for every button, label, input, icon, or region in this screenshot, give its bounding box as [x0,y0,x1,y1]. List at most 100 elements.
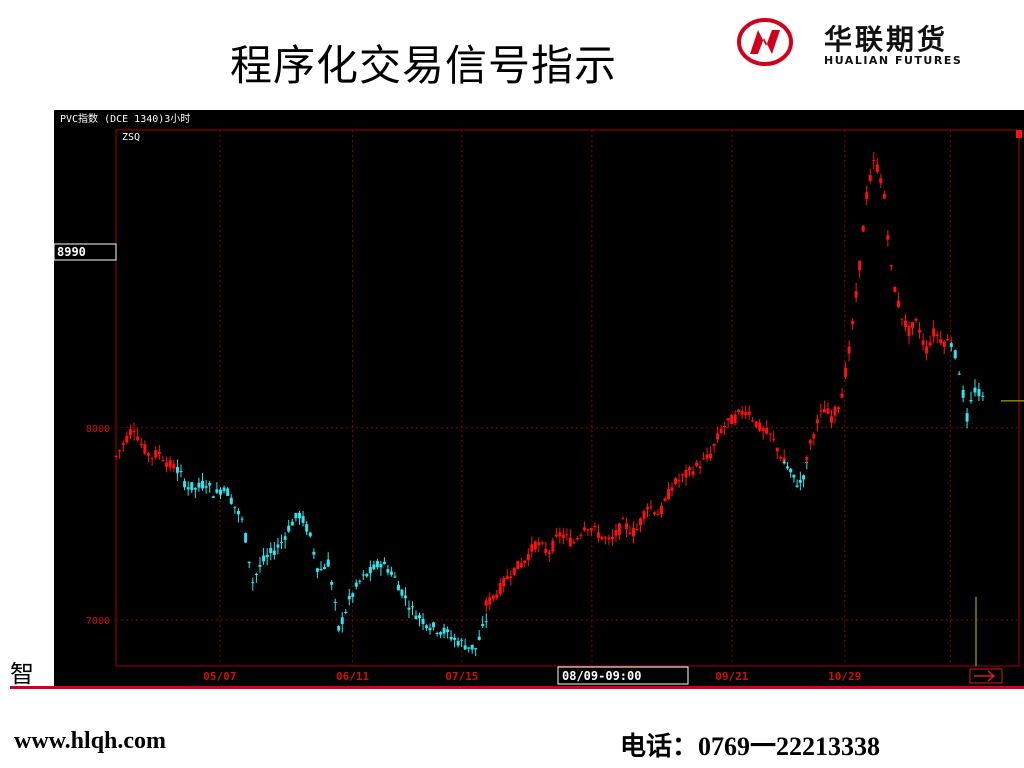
candle-body [653,512,657,515]
candle-body [432,622,436,628]
candle-body [488,597,492,605]
cursor-date-frame [557,666,689,685]
candle-body [544,548,548,554]
candle-body [705,454,709,459]
candle-body [965,413,969,422]
candle-body [921,340,925,345]
label-layer: 8000 7000 05/07 06/11 07/15 09/21 10/29 PVC指数 (… [54,112,1024,685]
candle-body [330,581,334,585]
candle-body [340,617,344,625]
candle-body [677,480,681,482]
candle-body [491,595,495,599]
candle-body [351,593,355,597]
candle-body [247,561,251,564]
candle-body [575,538,579,540]
candle-body [833,406,837,416]
candle-body [467,647,471,649]
candle-body [428,627,432,631]
candle-body [456,641,460,646]
candle-body [287,525,291,532]
candle-body [586,529,590,531]
candle-body [973,387,977,393]
candle-body [893,287,897,293]
candle-body [481,624,485,627]
candle-body [840,393,844,398]
candle-body [382,561,386,565]
candle-body [969,399,973,402]
candle-body [218,489,222,495]
candle-body [165,462,169,467]
candle-body [179,470,183,472]
candle-body [272,550,276,555]
candle-body [875,164,879,172]
candle-body [946,338,950,341]
indicator-label: ZSQ [122,132,140,143]
candle-body [670,487,674,491]
candle-body [197,482,201,488]
candle-body [635,528,639,530]
candle-body [516,560,520,570]
candle-body [551,540,555,552]
candle-body [114,455,118,457]
candle-body [792,474,796,478]
candle-body [236,511,240,515]
candle-body [421,618,425,625]
candle-body [596,532,600,538]
candle-body [470,644,474,650]
candle-body [315,568,319,572]
candle-body [684,469,688,478]
slide-title: 程序化交易信号指示 [230,41,618,90]
candle-body [953,350,957,359]
candle-body [265,554,269,558]
candle-body [674,478,678,484]
candle-body [157,451,161,455]
candle-body [136,436,140,441]
website-url[interactable]: www.hlqh.com [14,728,167,754]
candle-body [854,291,858,298]
candle-body [638,518,642,526]
candle-body [851,320,855,325]
candle-body [949,343,953,347]
candle-body [695,462,699,466]
candle-body [582,527,586,531]
candle-body [726,418,730,421]
candle-body [561,534,565,538]
candle-body [333,601,337,603]
candle-body [837,407,841,410]
candle-body [463,645,467,650]
candle-body [628,532,632,535]
cut-off-sidebar-text: 智 [10,660,34,688]
candle-body [603,537,607,539]
candle-body [631,528,635,537]
candle-body [928,342,932,346]
candle-body [730,414,734,425]
candle-body [540,542,544,544]
candle-body [568,537,572,547]
candle-body [186,487,190,490]
candle-body [789,468,793,473]
candle-body [442,627,446,634]
candle-body [589,528,593,531]
logo-english-name: HUALIAN FUTURES [824,54,963,67]
x-tick-label: 05/07 [203,670,236,683]
candle-layer [114,151,985,657]
candle-body [118,450,122,452]
candle-body [495,594,499,598]
candle-body [765,427,769,434]
candle-body [280,542,284,544]
candle-body [614,530,618,536]
candle-body [547,552,551,554]
candle-body [593,525,597,528]
candle-body [150,457,154,459]
candle-body [512,567,516,576]
candle-body [600,536,604,540]
price-chart-panel[interactable]: 8000 7000 05/07 06/11 07/15 09/21 10/29 PVC指数 (… [54,110,1024,686]
candle-body [326,561,330,565]
candle-body [358,580,362,582]
candle-body [372,564,376,570]
candle-body [294,513,298,519]
candle-body [907,326,911,337]
candlestick-chart[interactable]: 8000 7000 05/07 06/11 07/15 09/21 10/29 PVC指数 (… [54,110,1024,686]
candle-body [229,497,233,504]
candle-body [805,457,809,460]
